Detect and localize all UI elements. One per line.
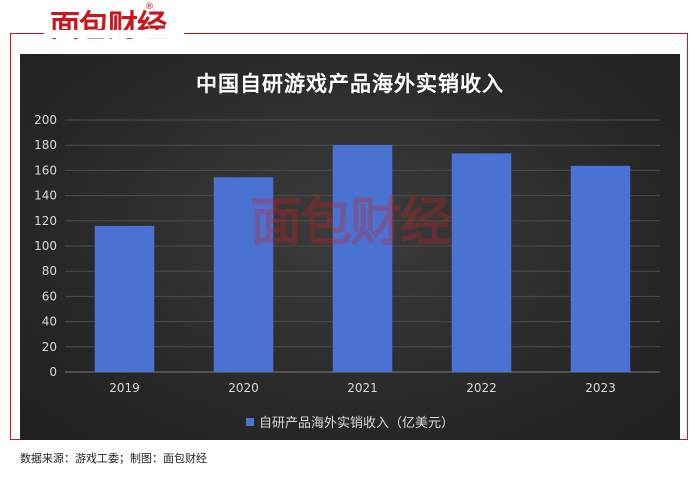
bar <box>570 165 631 372</box>
y-tick-label: 200 <box>34 113 57 127</box>
y-tick-label: 120 <box>34 214 57 228</box>
y-tick-label: 140 <box>34 189 57 203</box>
y-tick-label: 100 <box>34 239 57 253</box>
legend-label: 自研产品海外实销收入（亿美元） <box>258 416 454 431</box>
source-note: 数据来源：游戏工委；制图：面包财经 <box>20 452 207 465</box>
legend-swatch <box>245 418 254 426</box>
frame-gap <box>44 30 184 38</box>
header-band: 面包财经 ® <box>0 0 700 50</box>
bar-chart: 0 20 40 60 80 100 120 140 160 180 200 2019 2020 2021 2… <box>34 113 660 395</box>
y-tick-label: 80 <box>42 264 57 278</box>
brand-logo: 面包财经 <box>50 9 167 44</box>
bar <box>451 153 512 372</box>
y-tick-label: 20 <box>42 340 57 354</box>
bar <box>94 225 155 372</box>
y-tick-label: 0 <box>49 365 57 379</box>
x-tick-label: 2020 <box>228 381 259 395</box>
x-tick-label: 2019 <box>109 381 140 395</box>
chart-panel: 中国自研游戏产品海外实销收入 0 20 40 60 80 100 120 140 160 180 2… <box>20 54 680 440</box>
y-tick-label: 60 <box>42 289 57 303</box>
y-tick-label: 160 <box>34 163 57 177</box>
chart-legend: 自研产品海外实销收入（亿美元） <box>20 412 680 431</box>
y-tick-label: 40 <box>42 315 57 329</box>
bar <box>332 145 393 372</box>
x-tick-label: 2022 <box>466 381 497 395</box>
x-tick-label: 2021 <box>347 381 378 395</box>
y-tick-label: 180 <box>34 138 57 152</box>
bar <box>213 177 274 372</box>
x-tick-label: 2023 <box>585 381 616 395</box>
watermark-logo: 面包财经 <box>250 193 452 253</box>
registered-mark-icon: ® <box>145 2 154 12</box>
chart-title: 中国自研游戏产品海外实销收入 <box>196 72 504 96</box>
